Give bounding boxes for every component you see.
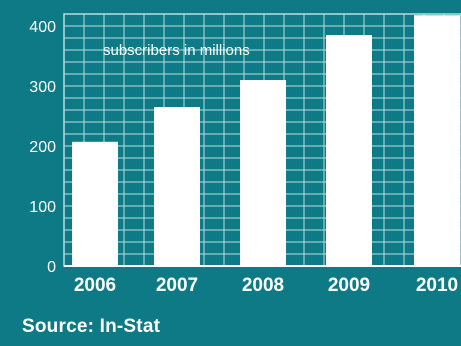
source-label: Source: In-Stat — [22, 316, 161, 337]
bar-2008 — [240, 80, 286, 266]
bar-2010 — [414, 15, 460, 267]
y-tick-label: 0 — [47, 259, 56, 276]
x-tick-label: 2008 — [242, 275, 284, 296]
x-tick-label: 2006 — [74, 275, 116, 296]
x-tick-label: 2007 — [156, 275, 198, 296]
y-tick-label: 100 — [29, 199, 56, 216]
y-tick-label: 200 — [29, 139, 56, 156]
bar-2006 — [72, 141, 118, 266]
bar-2007 — [154, 107, 200, 266]
chart-annotation: subscribers in millions — [103, 42, 250, 59]
x-tick-label: 2010 — [416, 275, 458, 296]
bar-2009 — [326, 35, 372, 266]
y-tick-label: 300 — [29, 79, 56, 96]
x-tick-label: 2009 — [328, 275, 370, 296]
y-tick-label: 400 — [29, 19, 56, 36]
